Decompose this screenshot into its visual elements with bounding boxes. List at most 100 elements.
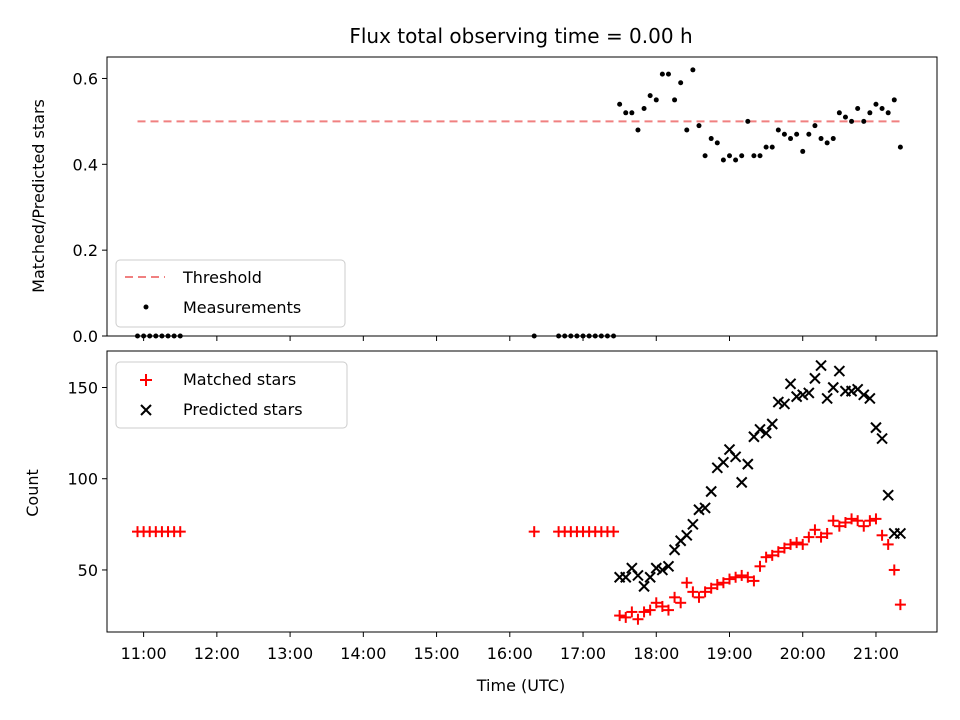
measurement-point	[788, 136, 794, 142]
measurement-point	[592, 333, 598, 339]
measurement-point	[690, 67, 696, 73]
matched-stars-point	[797, 538, 809, 550]
matched-stars-point	[760, 551, 772, 563]
predicted-stars-point	[815, 359, 827, 372]
matched-stars-point	[711, 579, 723, 591]
measurement-point	[727, 153, 732, 159]
matched-stars-point	[675, 597, 687, 609]
top-y-tick-label: 0.0	[73, 327, 98, 346]
measurement-point	[702, 153, 708, 159]
predicted-stars-point	[681, 529, 693, 541]
measurement-point	[733, 157, 739, 163]
predicted-stars-point	[705, 485, 717, 498]
measurement-point	[562, 333, 568, 339]
matched-stars-point	[888, 564, 900, 576]
measurement-point	[836, 110, 842, 116]
predicted-stars-point	[687, 518, 699, 531]
measurement-point	[861, 118, 867, 124]
measurement-point	[598, 333, 604, 339]
predicted-stars-point	[729, 451, 742, 463]
matched-stars-point	[717, 577, 729, 589]
predicted-stars-point	[876, 432, 888, 445]
x-tick-label: 14:00	[340, 644, 386, 663]
predicted-stars-point	[803, 387, 815, 399]
predicted-stars-legend-label: Predicted stars	[183, 400, 303, 419]
measurement-point	[165, 333, 171, 339]
measurement-point	[580, 333, 586, 339]
matched-stars-point	[766, 549, 778, 561]
top-legend-frame	[115, 259, 346, 328]
matched-stars-point	[174, 526, 186, 538]
measurement-point	[867, 110, 873, 116]
top-plot-frame	[106, 56, 938, 337]
bottom-y-tick-label: 150	[67, 378, 98, 397]
bottom-legend: Matched stars Predicted stars	[115, 361, 348, 429]
bottom-y-axis-title: Count	[23, 469, 42, 517]
predicted-stars-point	[778, 398, 791, 410]
bottom-x-axis: 11:00 12:00 13:00 14:00 15:00 16:00 17:00 18:00…	[121, 632, 899, 663]
measurement-point	[769, 144, 775, 150]
matched-stars-point	[754, 560, 766, 572]
top-y-axis: 0.0 0.2 0.4 0.6	[73, 69, 107, 346]
measurement-point	[647, 93, 653, 99]
x-tick-label: 20:00	[780, 644, 826, 663]
matched-stars-point	[791, 537, 803, 549]
measurement-point	[891, 97, 897, 103]
top-y-tick-label: 0.4	[73, 155, 98, 174]
matched-stars-point	[772, 546, 784, 558]
predicted-stars-point	[882, 489, 894, 501]
bottom-y-tick-label: 100	[67, 470, 98, 489]
threshold-legend-label: Threshold	[182, 268, 262, 287]
matched-stars-point	[662, 604, 674, 616]
predicted-stars-series	[613, 359, 907, 593]
measurement-point	[897, 144, 903, 150]
top-panel: 0.0 0.2 0.4 0.6 Matched/Predicted stars Thr…	[29, 56, 938, 346]
top-y-tick-label: 0.6	[73, 69, 98, 88]
measurement-point	[672, 97, 678, 103]
x-tick-label: 11:00	[121, 644, 167, 663]
predicted-stars-point	[735, 476, 748, 489]
predicted-stars-point	[620, 571, 632, 583]
measurement-point	[159, 333, 165, 339]
measurement-point	[800, 148, 806, 154]
predicted-stars-point	[699, 502, 711, 514]
measurement-point	[141, 333, 147, 339]
measurement-point	[775, 127, 781, 133]
x-tick-label: 16:00	[487, 644, 533, 663]
measurement-point	[830, 136, 836, 142]
measurement-point	[873, 101, 879, 107]
matched-stars-legend-swatch	[140, 374, 152, 386]
predicted-stars-point	[656, 564, 669, 576]
matched-stars-point	[882, 538, 894, 550]
x-tick-label: 18:00	[633, 644, 679, 663]
matched-stars-point	[705, 582, 717, 594]
matched-stars-point	[742, 571, 754, 583]
measurement-point	[818, 136, 824, 142]
measurement-point	[641, 106, 647, 112]
predicted-stars-point	[894, 527, 907, 540]
measurement-point	[745, 118, 751, 124]
predicted-stars-point	[864, 392, 876, 405]
measurement-point	[739, 153, 745, 159]
matched-stars-point	[528, 526, 540, 538]
matched-stars-legend-label: Matched stars	[183, 370, 296, 389]
matched-stars-point	[687, 586, 699, 598]
predicted-stars-point	[784, 378, 797, 390]
predicted-stars-point	[632, 569, 644, 582]
predicted-stars-point	[644, 571, 656, 583]
predicted-stars-point	[766, 418, 778, 430]
matched-stars-point	[846, 513, 858, 525]
matched-stars-point	[821, 527, 833, 539]
measurement-point	[659, 71, 665, 77]
measurement-point	[556, 333, 562, 339]
matched-stars-point	[748, 575, 760, 587]
top-x-axis	[143, 336, 877, 341]
measurements-legend-swatch	[143, 304, 149, 310]
predicted-stars-point	[717, 456, 730, 469]
measurement-point	[531, 333, 537, 339]
chart-title: Flux total observing time = 0.00 h	[349, 24, 692, 48]
measurement-point	[885, 110, 891, 116]
predicted-stars-point	[870, 421, 882, 434]
measurement-point	[574, 333, 580, 339]
